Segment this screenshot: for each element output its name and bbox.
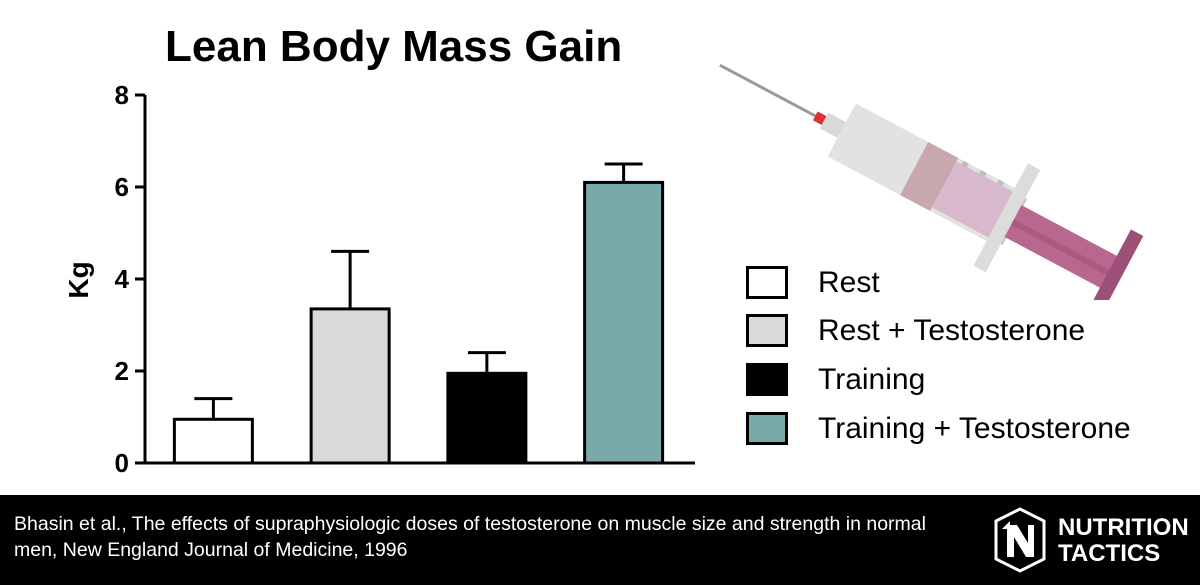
chart-title: Lean Body Mass Gain xyxy=(165,22,623,71)
y-tick-label: 6 xyxy=(115,172,129,202)
bar-1 xyxy=(172,417,254,465)
legend-label: Rest + Testosterone xyxy=(818,314,1086,347)
legend-label: Training + Testosterone xyxy=(818,412,1131,445)
legend-label: Training xyxy=(818,363,926,396)
y-tick-label: 2 xyxy=(115,356,129,386)
y-tick-label: 0 xyxy=(115,448,129,478)
bar-4 xyxy=(583,180,665,465)
citation-text: Bhasin et al., The effects of supraphysi… xyxy=(14,513,926,561)
nutrition-tactics-logo-icon xyxy=(994,507,1046,573)
bar-3 xyxy=(446,371,528,465)
bar-2 xyxy=(309,307,391,465)
legend-swatch xyxy=(746,363,788,396)
brand-line-1: NUTRITION xyxy=(1058,514,1189,541)
legend-label: Rest xyxy=(818,266,880,299)
y-tick-label: 8 xyxy=(115,80,129,110)
legend-swatch xyxy=(746,314,788,347)
syringe-icon xyxy=(719,63,1144,300)
footer-bar: Bhasin et al., The effects of supraphysi… xyxy=(0,495,1200,585)
legend-swatch xyxy=(746,266,788,299)
bar-chart: 0 2 4 6 8 Kg xyxy=(63,80,695,478)
y-tick-label: 4 xyxy=(115,264,130,294)
brand-name: NUTRITION TACTICS xyxy=(1058,515,1189,567)
legend-swatch xyxy=(746,412,788,445)
brand-line-2: TACTICS xyxy=(1058,540,1161,567)
y-axis-label: Kg xyxy=(63,261,94,298)
